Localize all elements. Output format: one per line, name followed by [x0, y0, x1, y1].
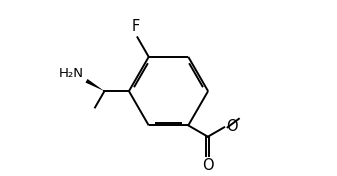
Text: O: O [226, 119, 238, 134]
Text: H₂N: H₂N [59, 67, 84, 80]
Text: O: O [202, 158, 214, 173]
Text: F: F [131, 19, 140, 34]
Polygon shape [86, 79, 104, 91]
